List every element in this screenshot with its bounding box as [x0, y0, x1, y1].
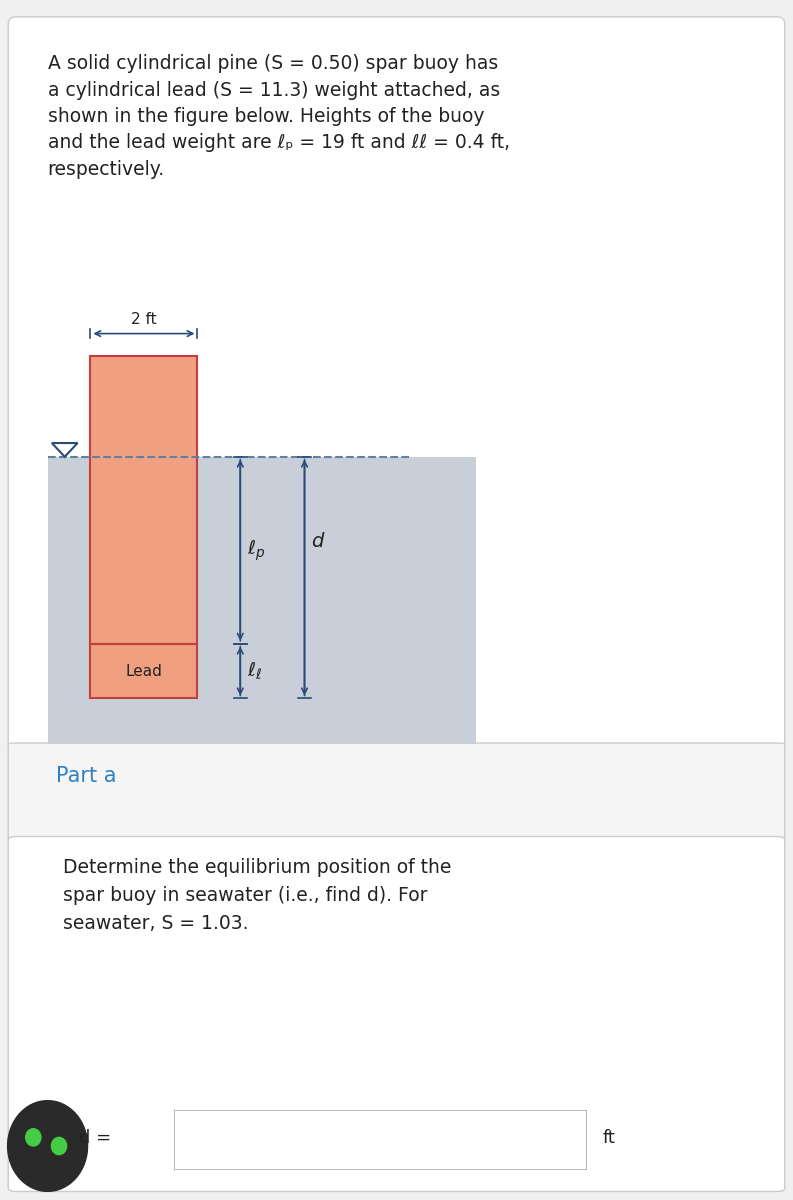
Text: $\ell_\ell$: $\ell_\ell$	[247, 660, 262, 682]
Circle shape	[25, 1129, 41, 1146]
Text: ft: ft	[603, 1128, 615, 1147]
Text: d =: d =	[79, 1128, 112, 1147]
Bar	[48, 457, 476, 744]
Text: Determine the equilibrium position of the
spar buoy in seawater (i.e., find d). : Determine the equilibrium position of th…	[63, 858, 452, 934]
Text: $\ell_p$: $\ell_p$	[247, 538, 265, 563]
FancyBboxPatch shape	[8, 17, 785, 751]
Text: Part a: Part a	[56, 766, 116, 786]
Circle shape	[52, 1138, 67, 1154]
Bar	[90, 643, 197, 698]
Text: $d$: $d$	[311, 532, 325, 551]
FancyBboxPatch shape	[8, 836, 785, 1192]
FancyBboxPatch shape	[8, 743, 785, 841]
Text: Lead: Lead	[125, 664, 163, 678]
Bar	[90, 356, 197, 643]
Text: 2 ft: 2 ft	[131, 312, 157, 326]
Text: A solid cylindrical pine (S = 0.50) spar buoy has
a cylindrical lead (S = 11.3) : A solid cylindrical pine (S = 0.50) spar…	[48, 54, 510, 179]
Circle shape	[8, 1100, 87, 1192]
